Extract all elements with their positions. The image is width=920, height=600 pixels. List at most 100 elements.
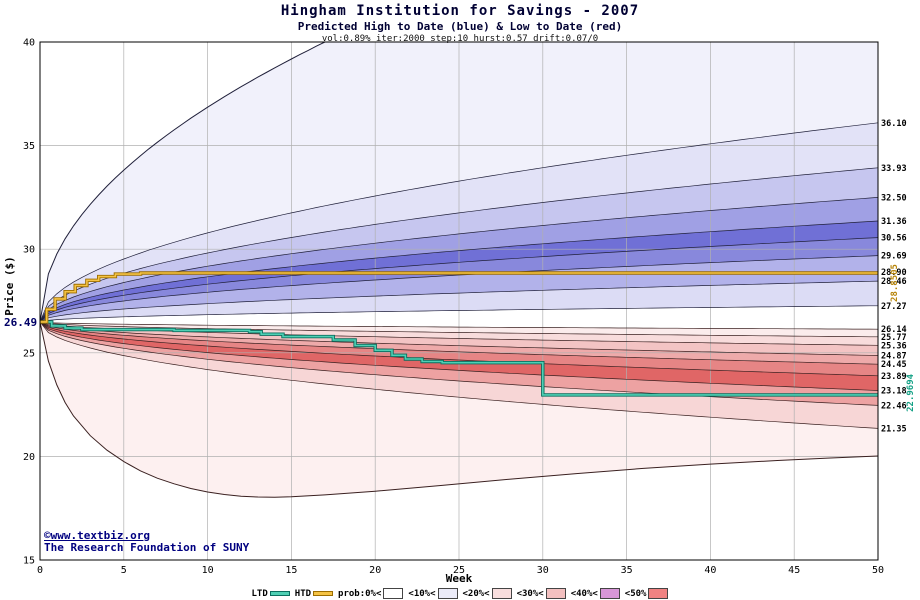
- copyright-org: The Research Foundation of SUNY: [44, 541, 250, 554]
- fan-area: [40, 42, 878, 560]
- x-tick-label: 10: [202, 565, 214, 576]
- right-axis-label: 25.77: [881, 333, 907, 343]
- y-tick-label: 25: [23, 348, 35, 359]
- fan-boundary: [40, 321, 878, 356]
- ltd-line-swatch: [269, 591, 290, 596]
- ltd-value-label: 22.9694: [906, 373, 916, 412]
- right-axis-label: 28.90: [881, 268, 907, 278]
- prob-swatch: [437, 588, 458, 599]
- legend-prob-0: prob:0%<: [338, 588, 404, 599]
- htd-line-core: [40, 272, 878, 323]
- legend-label: LTD: [251, 588, 268, 599]
- right-axis-label: 23.18: [881, 387, 907, 397]
- right-axis-label: 23.89: [881, 372, 907, 382]
- legend-ltd: LTD: [252, 589, 290, 599]
- x-tick-label: 35: [621, 565, 633, 576]
- y-tick-label: 35: [23, 141, 35, 152]
- legend-prob-1: <10%<: [408, 588, 458, 599]
- legend-prob-3: <30%<: [517, 588, 566, 599]
- htd-line-swatch: [313, 591, 334, 596]
- fan-boundary: [40, 321, 878, 391]
- legend-htd: HTD: [294, 588, 334, 599]
- fan-band: [40, 321, 878, 406]
- legend-prob-4: <40%<: [571, 588, 620, 599]
- right-axis-label: 32.50: [881, 193, 907, 203]
- fan-boundary: [40, 197, 878, 323]
- legend-label: <30%<: [516, 588, 544, 599]
- y-tick-label: 30: [23, 245, 35, 256]
- chart-subtitle: Predicted High to Date (blue) & Low to D…: [297, 20, 623, 33]
- right-axis-label: 24.45: [881, 360, 907, 370]
- copyright-block: ©www.textbiz.org The Research Foundation…: [44, 530, 249, 554]
- legend-label: HTD: [294, 588, 312, 599]
- right-axis-label: 25.36: [881, 341, 907, 351]
- x-tick-label: 0: [37, 565, 43, 576]
- legend-label: <50%: [624, 588, 647, 599]
- fan-band: [40, 321, 878, 376]
- chart-params: vol:0.89% iter:2000 step:10 hurst:0.57 d…: [321, 34, 599, 44]
- fan-boundary: [40, 321, 878, 429]
- legend: LTD HTD prob:0%< <10%< <20%< <30%< <40%< <50%: [0, 588, 920, 599]
- fan-boundary: [40, 42, 327, 322]
- legend-prob-2: <20%<: [463, 588, 512, 599]
- prob-swatch: [648, 588, 669, 599]
- y-tick-label: 40: [23, 38, 35, 49]
- fan-boundary: [40, 321, 878, 330]
- right-axis-label: 21.35: [881, 424, 907, 434]
- htd-value-label: 28.8505: [890, 264, 900, 302]
- legend-label: <10%<: [408, 588, 436, 599]
- right-axis-label: 30.56: [881, 234, 907, 244]
- legend-label: prob:0%<: [338, 588, 382, 599]
- x-tick-label: 15: [285, 565, 297, 576]
- x-axis-title: Week: [446, 572, 473, 585]
- x-tick-label: 45: [788, 565, 800, 576]
- prob-swatch: [599, 588, 620, 599]
- x-tick-label: 20: [369, 565, 381, 576]
- right-axis-label: 29.69: [881, 252, 907, 262]
- fan-band: [40, 122, 878, 322]
- start-price-label: 26.49: [4, 316, 38, 329]
- prob-swatch: [545, 588, 566, 599]
- right-axis-label: 27.27: [881, 302, 907, 312]
- fan-boundary: [40, 321, 878, 377]
- fan-boundary: [40, 255, 878, 323]
- fan-boundary: [40, 167, 878, 323]
- fan-band: [40, 42, 878, 322]
- right-axis-label: 33.93: [881, 164, 907, 174]
- x-tick-label: 5: [121, 565, 127, 576]
- x-tick-label: 25: [453, 565, 465, 576]
- fan-boundary: [40, 220, 878, 323]
- x-tick-label: 30: [537, 565, 549, 576]
- fan-band: [40, 221, 878, 322]
- right-axis-label: 31.36: [881, 217, 907, 227]
- right-axis-label: 22.46: [881, 401, 907, 411]
- legend-label: <40%<: [570, 588, 598, 599]
- fan-band: [40, 237, 878, 322]
- fan-boundary: [40, 122, 878, 323]
- fan-band: [40, 321, 878, 391]
- fan-band: [40, 321, 878, 365]
- prob-swatch: [491, 588, 512, 599]
- fan-boundary: [40, 280, 878, 323]
- y-tick-label: 20: [23, 452, 35, 463]
- fan-boundary: [40, 321, 878, 338]
- x-tick-label: 50: [872, 565, 884, 576]
- copyright-link[interactable]: ©www.textbiz.org: [44, 529, 150, 542]
- right-axis-label: 26.14: [881, 325, 907, 335]
- chart-title: Hingham Institution for Savings - 2007: [280, 3, 640, 19]
- y-tick-label: 15: [23, 556, 35, 567]
- plot-border: [39, 41, 879, 561]
- fan-band: [40, 167, 878, 322]
- legend-prob-5: <50%: [625, 588, 669, 599]
- right-axis-label: 24.87: [881, 351, 907, 361]
- right-axis-label: 36.10: [881, 119, 907, 129]
- fan-boundary: [40, 321, 878, 365]
- ltd-line-core: [40, 321, 878, 396]
- fan-boundary: [40, 321, 878, 498]
- legend-label: <20%<: [462, 588, 490, 599]
- right-axis-label: 28.46: [881, 277, 907, 287]
- fan-boundary: [40, 305, 878, 323]
- fan-boundary: [40, 237, 878, 323]
